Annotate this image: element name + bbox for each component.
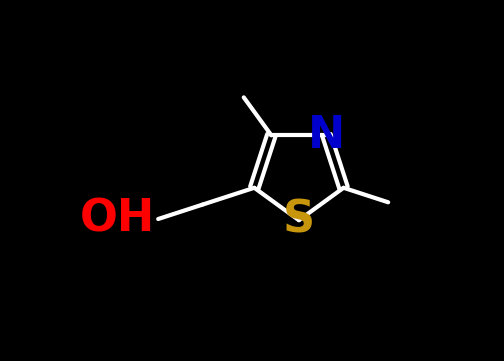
Text: S: S <box>283 199 315 242</box>
Text: N: N <box>308 114 345 157</box>
Text: OH: OH <box>79 197 155 240</box>
